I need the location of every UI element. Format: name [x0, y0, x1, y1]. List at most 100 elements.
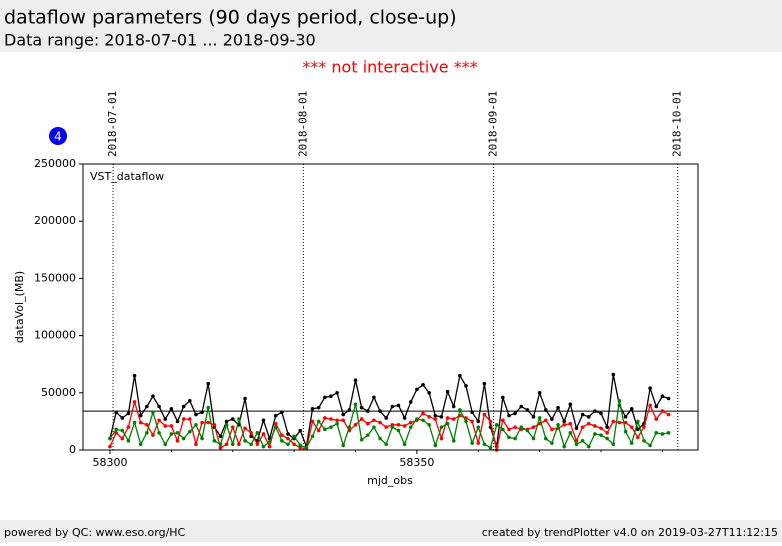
point	[617, 399, 622, 403]
point	[114, 427, 118, 432]
point	[261, 432, 266, 436]
point	[636, 427, 640, 432]
point	[507, 435, 511, 440]
point	[175, 439, 180, 443]
point	[359, 405, 364, 410]
point	[187, 417, 192, 421]
point	[298, 428, 303, 433]
point	[108, 444, 112, 449]
date-label: 2018-08-01	[296, 91, 309, 157]
point	[580, 412, 585, 417]
point	[114, 410, 118, 415]
point	[372, 418, 376, 423]
point	[654, 404, 659, 409]
point	[396, 423, 401, 427]
point	[390, 404, 395, 409]
point	[513, 425, 517, 429]
date-label: 2018-09-01	[487, 91, 500, 157]
y-tick-label: 50000	[41, 386, 76, 399]
point	[611, 442, 616, 447]
point	[519, 425, 524, 429]
point	[562, 423, 566, 427]
point	[323, 427, 327, 432]
point	[408, 400, 413, 404]
point	[580, 439, 585, 443]
point	[476, 425, 481, 429]
point	[402, 416, 407, 420]
point	[353, 423, 358, 427]
point	[421, 411, 425, 416]
point	[200, 410, 204, 415]
point	[654, 417, 659, 421]
point	[574, 426, 579, 431]
point	[507, 413, 511, 418]
point	[451, 404, 456, 409]
point	[218, 445, 223, 450]
y-tick-label: 0	[69, 443, 76, 456]
point	[316, 428, 321, 433]
subtitle: Data range: 2018-07-01 ... 2018-09-30	[4, 31, 316, 50]
plot-frame	[82, 163, 699, 451]
point	[169, 407, 174, 411]
point	[568, 421, 573, 426]
point	[439, 436, 444, 441]
point	[550, 427, 554, 432]
point	[568, 402, 573, 407]
point	[586, 421, 591, 426]
point	[433, 413, 438, 418]
point	[439, 425, 444, 429]
point	[451, 417, 456, 421]
point	[531, 425, 536, 429]
point	[623, 420, 628, 425]
point	[586, 444, 591, 449]
point	[224, 419, 229, 424]
point	[341, 418, 346, 423]
point	[525, 428, 530, 433]
point	[145, 404, 149, 409]
point	[402, 424, 407, 428]
point	[562, 444, 566, 449]
point	[636, 435, 640, 440]
point	[365, 433, 370, 437]
point	[181, 436, 186, 441]
x-tick-label: 58300	[93, 456, 128, 469]
point	[169, 432, 174, 436]
point	[187, 429, 192, 434]
point	[151, 394, 155, 399]
notice: *** not interactive ***	[302, 58, 477, 77]
point	[200, 420, 204, 425]
point	[120, 416, 125, 420]
point	[427, 391, 431, 395]
point	[660, 432, 665, 436]
point	[145, 423, 149, 427]
point	[286, 436, 290, 441]
point	[372, 395, 376, 400]
point	[212, 439, 217, 443]
point	[335, 391, 339, 395]
point	[255, 431, 260, 435]
point	[550, 417, 554, 421]
point	[593, 432, 597, 436]
point	[347, 408, 352, 412]
point	[175, 419, 180, 424]
point	[273, 413, 278, 418]
series-line	[109, 400, 669, 449]
point	[629, 425, 634, 429]
point	[372, 425, 376, 429]
point	[169, 424, 174, 428]
point	[365, 421, 370, 426]
point	[353, 402, 358, 407]
point	[408, 425, 413, 429]
point	[648, 386, 652, 391]
point	[543, 436, 548, 441]
point	[175, 431, 180, 435]
badge-circle	[49, 127, 67, 145]
point	[138, 442, 143, 447]
point	[537, 416, 542, 420]
y-tick-label: 150000	[34, 271, 76, 284]
point	[445, 421, 450, 426]
point	[230, 442, 235, 447]
point	[335, 418, 339, 423]
point	[433, 417, 438, 421]
point	[163, 417, 168, 421]
